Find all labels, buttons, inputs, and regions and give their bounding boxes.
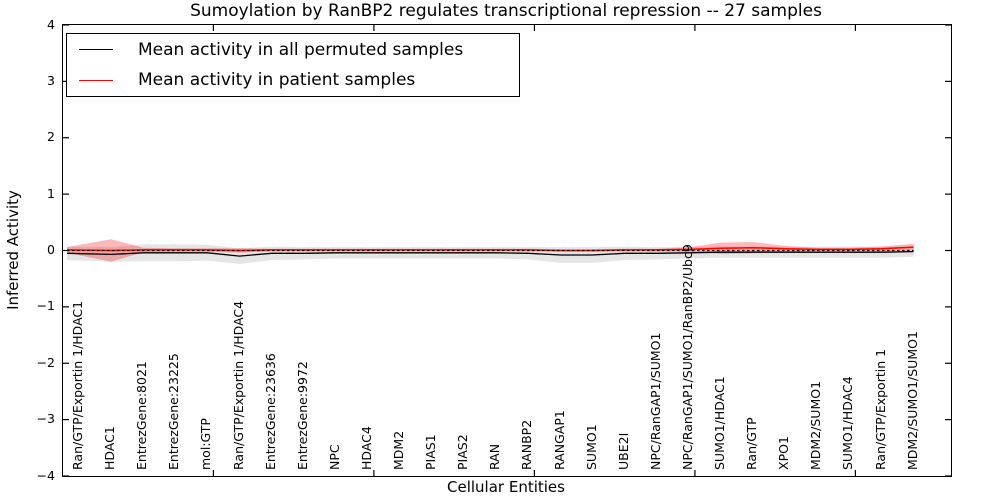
x-axis-label: Cellular Entities (447, 478, 565, 496)
x-tick-label: EntrezGene:8021 (134, 361, 150, 470)
x-tick-label: PIAS2 (455, 434, 471, 470)
x-tick-label: XPO1 (776, 436, 792, 470)
legend-entry-permuted: Mean activity in all permuted samples (67, 35, 519, 64)
y-tick-label: 1 (47, 185, 55, 201)
permuted-mean-line (66, 250, 914, 257)
x-tick-label: UBE2I (615, 432, 631, 470)
y-tick-label: 2 (47, 129, 55, 145)
patient-line-sample (79, 79, 113, 81)
x-tick-label: EntrezGene:23225 (166, 353, 182, 470)
x-tick-label: NPC/RanGAP1/SUMO1/RanBP2/Ubc9 (679, 244, 695, 470)
legend: Mean activity in all permuted samples Me… (66, 33, 520, 97)
x-tick-label: HDAC1 (102, 426, 118, 470)
x-tick-label: RANBP2 (519, 419, 535, 470)
x-tick-label: Ran/GTP/Exportin 1/HDAC1 (70, 300, 85, 470)
y-tick-label: 4 (47, 16, 55, 32)
x-tick-label: SUMO1 (583, 424, 599, 470)
x-tick-label: Ran/GTP/Exportin 1/HDAC4 (230, 300, 246, 470)
y-tick-label: 0 (47, 242, 55, 257)
chart-canvas (63, 25, 951, 476)
legend-label-patient: Mean activity in patient samples (138, 70, 416, 91)
x-tick-label: HDAC4 (358, 426, 374, 470)
x-tick-label: NPC (326, 444, 342, 470)
x-tick-label: Ran/GTP (744, 417, 760, 470)
x-tick-label: MDM2/SUMO1/SUMO1 (904, 331, 920, 470)
legend-label-permuted: Mean activity in all permuted samples (138, 39, 464, 60)
y-tick-label: 3 (47, 72, 55, 88)
x-tick-label: NPC/RanGAP1/SUMO1 (647, 332, 663, 470)
permuted-line-sample (79, 49, 113, 51)
y-tick-label: −3 (36, 411, 55, 427)
legend-entry-patient: Mean activity in patient samples (67, 66, 519, 95)
x-tick-label: SUMO1/HDAC4 (840, 376, 856, 470)
x-tick-label: mol:GTP (198, 418, 214, 470)
x-tick-label: EntrezGene:9972 (294, 361, 310, 470)
y-tick-label: −1 (36, 298, 55, 314)
x-tick-label: RANGAP1 (551, 410, 567, 470)
x-tick-label: SUMO1/HDAC1 (712, 376, 727, 470)
x-tick-label: RAN (487, 443, 503, 470)
y-tick-label: −4 (36, 467, 55, 483)
x-tick-label: Ran/GTP/Exportin 1 (872, 348, 888, 470)
x-tick-label: EntrezGene:23636 (262, 353, 278, 470)
chart-title: Sumoylation by RanBP2 regulates transcri… (190, 1, 822, 21)
x-tick-label: MDM2/SUMO1 (808, 380, 824, 470)
y-tick-label: −2 (36, 354, 55, 370)
x-tick-label: MDM2 (391, 430, 406, 470)
x-tick-label: PIAS1 (423, 434, 439, 470)
plot-area (62, 24, 952, 477)
